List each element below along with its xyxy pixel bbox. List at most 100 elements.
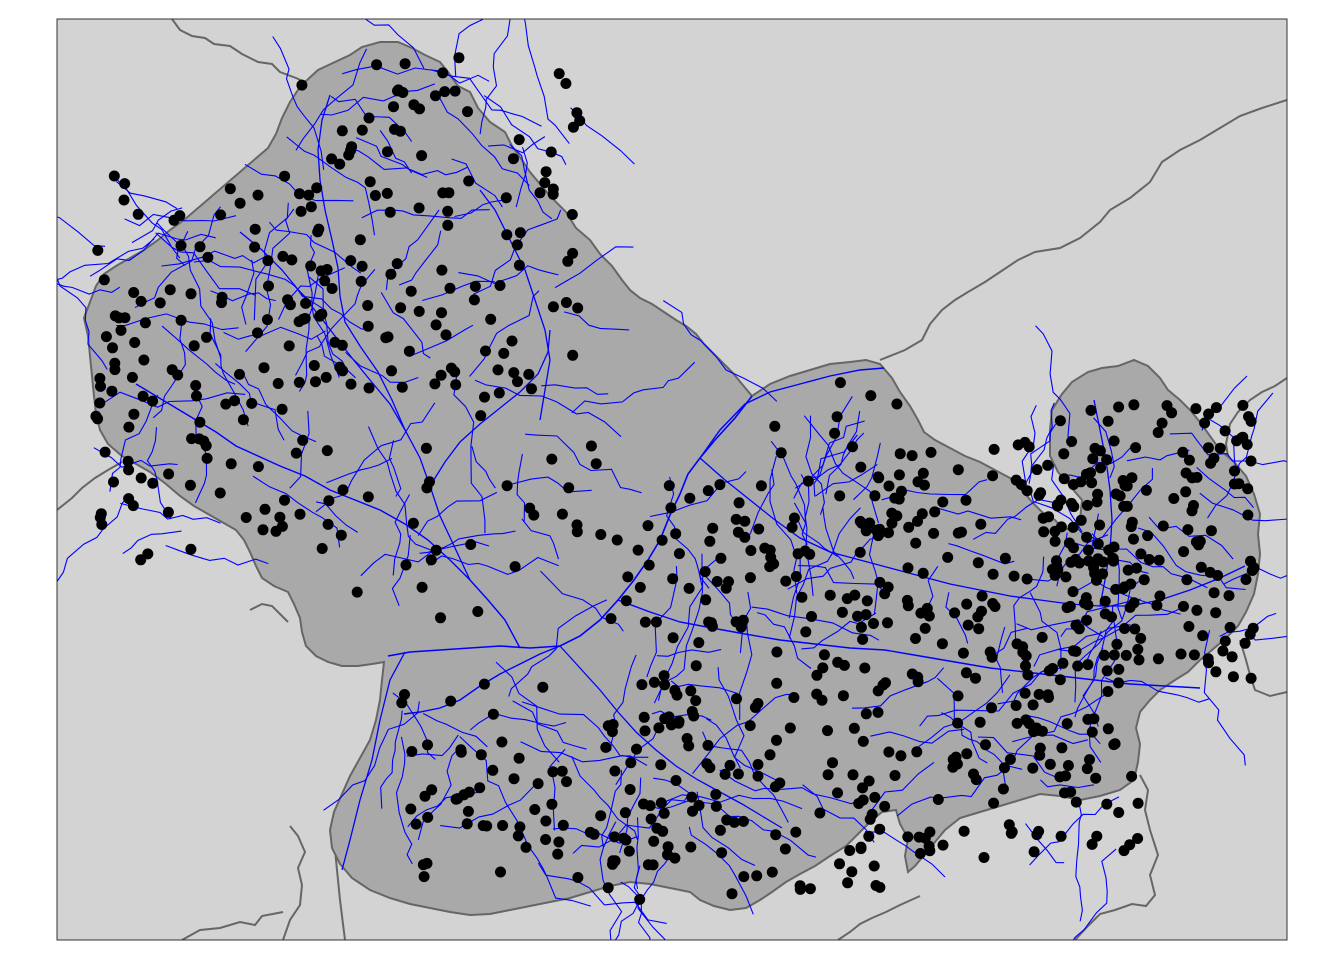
tributary-16: [131, 207, 183, 244]
sample-point-245: [546, 453, 558, 465]
sample-point-21: [166, 364, 178, 376]
sample-point-450: [766, 866, 778, 878]
sample-point-416: [658, 807, 670, 819]
sample-point-822: [1151, 599, 1163, 611]
sample-point-779: [1120, 649, 1132, 661]
sample-point-705: [1070, 796, 1082, 808]
sample-point-462: [771, 646, 783, 658]
sample-point-608: [1043, 665, 1055, 677]
sample-point-332: [508, 773, 520, 785]
sample-point-510: [739, 531, 751, 543]
sample-point-253: [590, 458, 602, 470]
sample-point-361: [707, 522, 719, 534]
sample-point-31: [321, 445, 333, 457]
sample-point-739: [896, 485, 907, 497]
sample-point-859: [1223, 590, 1235, 602]
tributary-75: [469, 290, 540, 377]
tributary-227: [1126, 449, 1190, 462]
sample-point-41: [99, 446, 111, 458]
sample-point-669: [957, 647, 969, 659]
sample-point-808: [1066, 497, 1077, 509]
sample-point-268: [572, 872, 584, 883]
sample-point-417: [693, 637, 705, 649]
river-south-west: [341, 651, 406, 871]
tributary-170: [871, 761, 935, 810]
sample-point-2: [123, 421, 135, 433]
sample-point-116: [201, 452, 213, 464]
sample-point-444: [611, 534, 623, 546]
sample-point-98: [122, 455, 134, 467]
sample-point-483: [624, 784, 636, 795]
tributary-58: [295, 48, 368, 151]
sample-point-538: [1091, 830, 1103, 842]
sample-point-266: [362, 491, 374, 503]
sample-point-583: [1102, 686, 1114, 697]
sample-point-449: [784, 722, 796, 734]
sample-point-675: [914, 848, 926, 859]
sample-point-376: [690, 695, 702, 707]
sample-point-508: [755, 480, 767, 492]
sample-point-818: [1138, 574, 1150, 586]
sample-point-323: [655, 797, 667, 809]
sample-point-654: [910, 633, 921, 644]
tributary-167: [1040, 779, 1094, 789]
sample-point-206: [430, 90, 441, 102]
tributary-133: [864, 831, 946, 878]
sample-point-221: [336, 339, 348, 351]
sample-point-778: [1245, 455, 1257, 467]
sample-point-112: [314, 310, 326, 322]
sample-point-761: [1157, 520, 1169, 532]
sample-point-285: [653, 722, 665, 734]
tributary-52: [458, 265, 559, 284]
sample-point-889: [1092, 538, 1104, 550]
sample-point-599: [980, 739, 991, 751]
tributary-122: [524, 841, 591, 907]
sample-point-819: [1126, 516, 1138, 528]
tributary-117: [495, 661, 560, 763]
sample-point-203: [429, 378, 441, 390]
sample-point-344: [832, 787, 843, 799]
sample-point-891: [1051, 560, 1063, 572]
tributary-174: [918, 674, 1011, 748]
sample-point-902: [829, 427, 841, 439]
sample-point-835: [1191, 604, 1203, 616]
tributary-6: [244, 376, 317, 443]
sample-point-868: [1075, 476, 1087, 488]
sample-point-488: [770, 829, 782, 841]
sample-point-656: [889, 770, 901, 781]
tributary-80: [430, 69, 542, 127]
sample-point-341: [790, 826, 802, 838]
sample-point-169: [506, 335, 518, 347]
sample-point-873: [1240, 574, 1252, 585]
sample-point-288: [520, 841, 532, 853]
sample-point-594: [1058, 473, 1070, 485]
sample-point-94: [137, 390, 149, 402]
sample-point-90: [270, 525, 282, 537]
sample-point-509: [669, 852, 681, 864]
sample-point-267: [407, 517, 419, 529]
sample-point-282: [475, 749, 487, 761]
border-north-east: [879, 99, 1287, 361]
sample-point-759: [1094, 445, 1106, 457]
tributary-15: [193, 389, 208, 504]
river-south-east: [559, 645, 783, 829]
sample-point-45: [175, 240, 187, 251]
sample-point-776: [1095, 462, 1107, 474]
sample-point-757: [1067, 521, 1079, 533]
tributary-73: [436, 93, 530, 186]
sample-point-798: [1178, 546, 1190, 558]
sample-point-626: [988, 443, 1000, 455]
sample-point-99: [319, 275, 331, 287]
sample-point-324: [497, 820, 509, 831]
sample-point-201: [392, 85, 403, 97]
sample-point-189: [485, 313, 497, 325]
tributary-155: [805, 415, 825, 515]
sample-point-837: [1193, 539, 1204, 551]
sample-point-875: [1152, 427, 1164, 438]
sample-point-11: [126, 371, 138, 383]
sample-point-62: [98, 274, 110, 286]
sample-point-313: [693, 799, 705, 811]
sample-point-477: [606, 726, 618, 738]
sample-point-745: [1038, 526, 1050, 538]
tributary-0: [120, 502, 221, 524]
